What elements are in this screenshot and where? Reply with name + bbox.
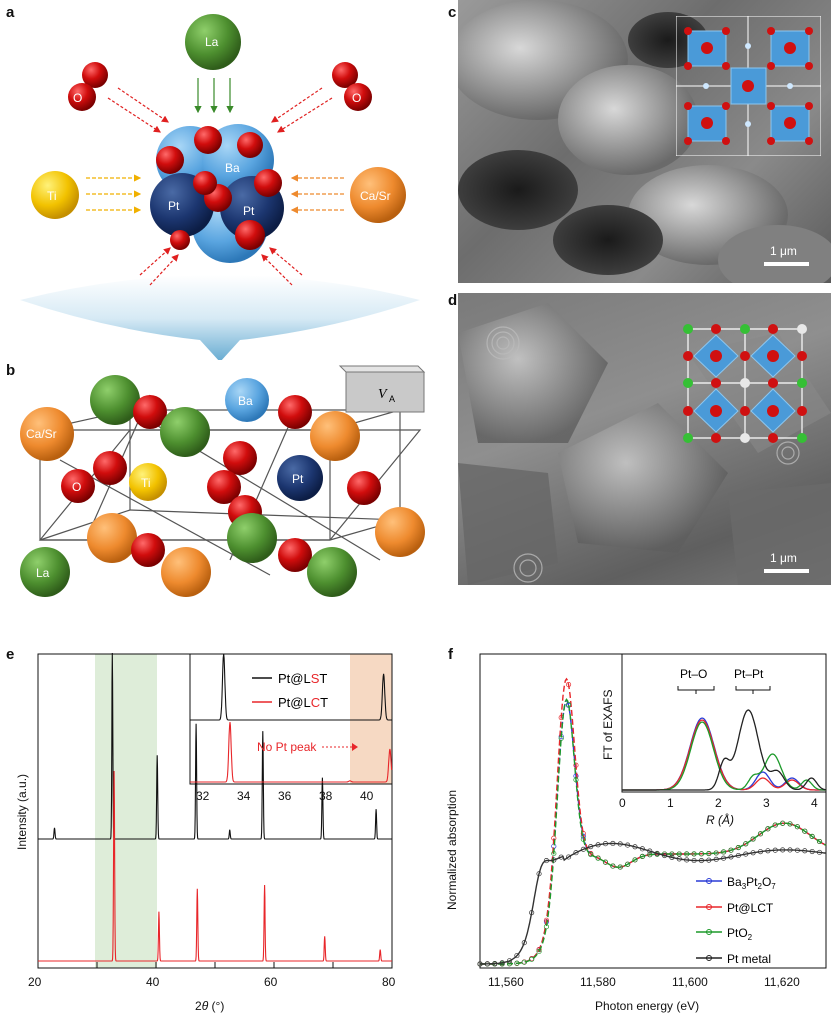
o-right-label: O: [352, 91, 361, 105]
inset-rtick-1: 1: [667, 796, 674, 810]
highlight-band: [95, 654, 157, 968]
panel-b-crystal-structure: V A Ba Ca/Sr O Ti Pt La: [20, 365, 426, 597]
crystal-inset-d: [683, 324, 807, 443]
vacancy-sub: A: [389, 394, 395, 404]
xrd-series-1: [38, 770, 392, 962]
xrd-xlabel: 2θ (°): [195, 999, 224, 1013]
inset-rlabel: R (Å): [706, 812, 734, 827]
sem-image-c: 1 μm: [458, 0, 831, 283]
xrd-inset-series-1: [190, 721, 393, 783]
xrd-inset-series-0: [190, 653, 392, 721]
ba-b-label: Ba: [238, 394, 253, 408]
inset-xtick-32: 32: [196, 789, 210, 803]
xrd-inset: 32 34 36 38 40 Pt@LST Pt@LCT No Pt peak: [189, 653, 393, 803]
no-pt-peak-annotation: No Pt peak: [257, 740, 317, 754]
f-xtick-11600: 11,600: [672, 975, 708, 989]
xtick-60: 60: [264, 975, 278, 989]
legend-pto2: PtO2: [727, 926, 753, 942]
o-left-label: O: [73, 91, 82, 105]
pt-b-label: Pt: [292, 472, 304, 486]
xanes-traces: [477, 677, 827, 967]
panel-label-d: d: [448, 292, 458, 309]
casr-label: Ca/Sr: [360, 189, 391, 203]
pt2-label: Pt: [243, 204, 255, 218]
la-label: La: [205, 35, 219, 49]
scale-bar-d: [764, 569, 809, 573]
crystal-inset-c: [676, 16, 821, 156]
ba-label: Ba: [225, 161, 240, 175]
xanes-ylabel: Normalized absorption: [445, 790, 459, 910]
panel-f-xanes-chart: 11,560 11,580 11,600 11,620 Photon energ…: [445, 653, 827, 1013]
la-b-label: La: [36, 566, 50, 580]
xtick-40: 40: [146, 975, 160, 989]
series-pto2: [480, 698, 827, 965]
inset-rtick-4: 4: [811, 796, 818, 810]
f-xtick-11580: 11,580: [580, 975, 616, 989]
vacancy-label: V: [378, 387, 388, 402]
inset-xtick-40: 40: [360, 789, 374, 803]
casr-b-label: Ca/Sr: [26, 427, 57, 441]
panel-a-synthesis-diagram: La O O Ti Ca/Sr Ba Pt Pt: [20, 14, 420, 360]
f-xtick-11620: 11,620: [764, 975, 800, 989]
o-b-label: O: [72, 480, 81, 494]
pt-o-label: Pt–O: [680, 667, 707, 681]
legend-ptlct: Pt@LCT: [727, 901, 774, 915]
xrd-x-ticks: [37, 962, 393, 968]
xtick-20: 20: [28, 975, 42, 989]
panel-label-b: b: [6, 362, 16, 379]
xrd-ylabel: Intensity (a.u.): [15, 774, 29, 850]
inset-xtick-36: 36: [278, 789, 292, 803]
pt-pt-label: Pt–Pt: [734, 667, 764, 681]
sem-image-d: 1 μm: [458, 293, 831, 585]
scale-label-d: 1 μm: [770, 551, 797, 565]
legend-lst: Pt@LST: [278, 671, 327, 686]
legend-lct: Pt@LCT: [278, 695, 328, 710]
ti-b-label: Ti: [141, 476, 151, 490]
exafs-inset: 0 1 2 3 4 R (Å) FT of EXAFS Pt–O Pt–Pt: [601, 653, 827, 827]
series-ptmetal: [480, 842, 827, 965]
scale-label-c: 1 μm: [770, 244, 797, 258]
panel-label-c: c: [448, 4, 457, 21]
ti-label: Ti: [47, 189, 57, 203]
panel-label-f: f: [448, 646, 453, 663]
panel-label-a: a: [6, 4, 15, 21]
xanes-xlabel: Photon energy (eV): [595, 999, 699, 1013]
legend-ba3pt2o7: Ba3Pt2O7: [727, 875, 776, 891]
inset-rtick-0: 0: [619, 796, 626, 810]
inset-rtick-3: 3: [763, 796, 770, 810]
legend-ptmetal: Pt metal: [727, 952, 771, 966]
xanes-legend: Ba3Pt2O7 Pt@LCT PtO2 Pt metal: [696, 875, 776, 966]
xrd-traces: [38, 652, 392, 962]
scale-bar-c: [764, 262, 809, 266]
inset-xtick-38: 38: [319, 789, 333, 803]
vacancy-box: V A: [338, 365, 426, 413]
xtick-80: 80: [382, 975, 396, 989]
pt1-label: Pt: [168, 199, 180, 213]
panel-label-e: e: [6, 646, 15, 663]
inset-xtick-34: 34: [237, 789, 251, 803]
f-xtick-11560: 11,560: [488, 975, 524, 989]
inset-ptmetal: [622, 709, 827, 791]
panel-e-xrd-chart: 20 40 60 80 2θ (°) Intensity (a.u.) 32 3…: [15, 652, 396, 1013]
inset-ftlabel: FT of EXAFS: [601, 690, 615, 760]
xrd-series-0: [38, 652, 392, 840]
inset-rtick-2: 2: [715, 796, 722, 810]
